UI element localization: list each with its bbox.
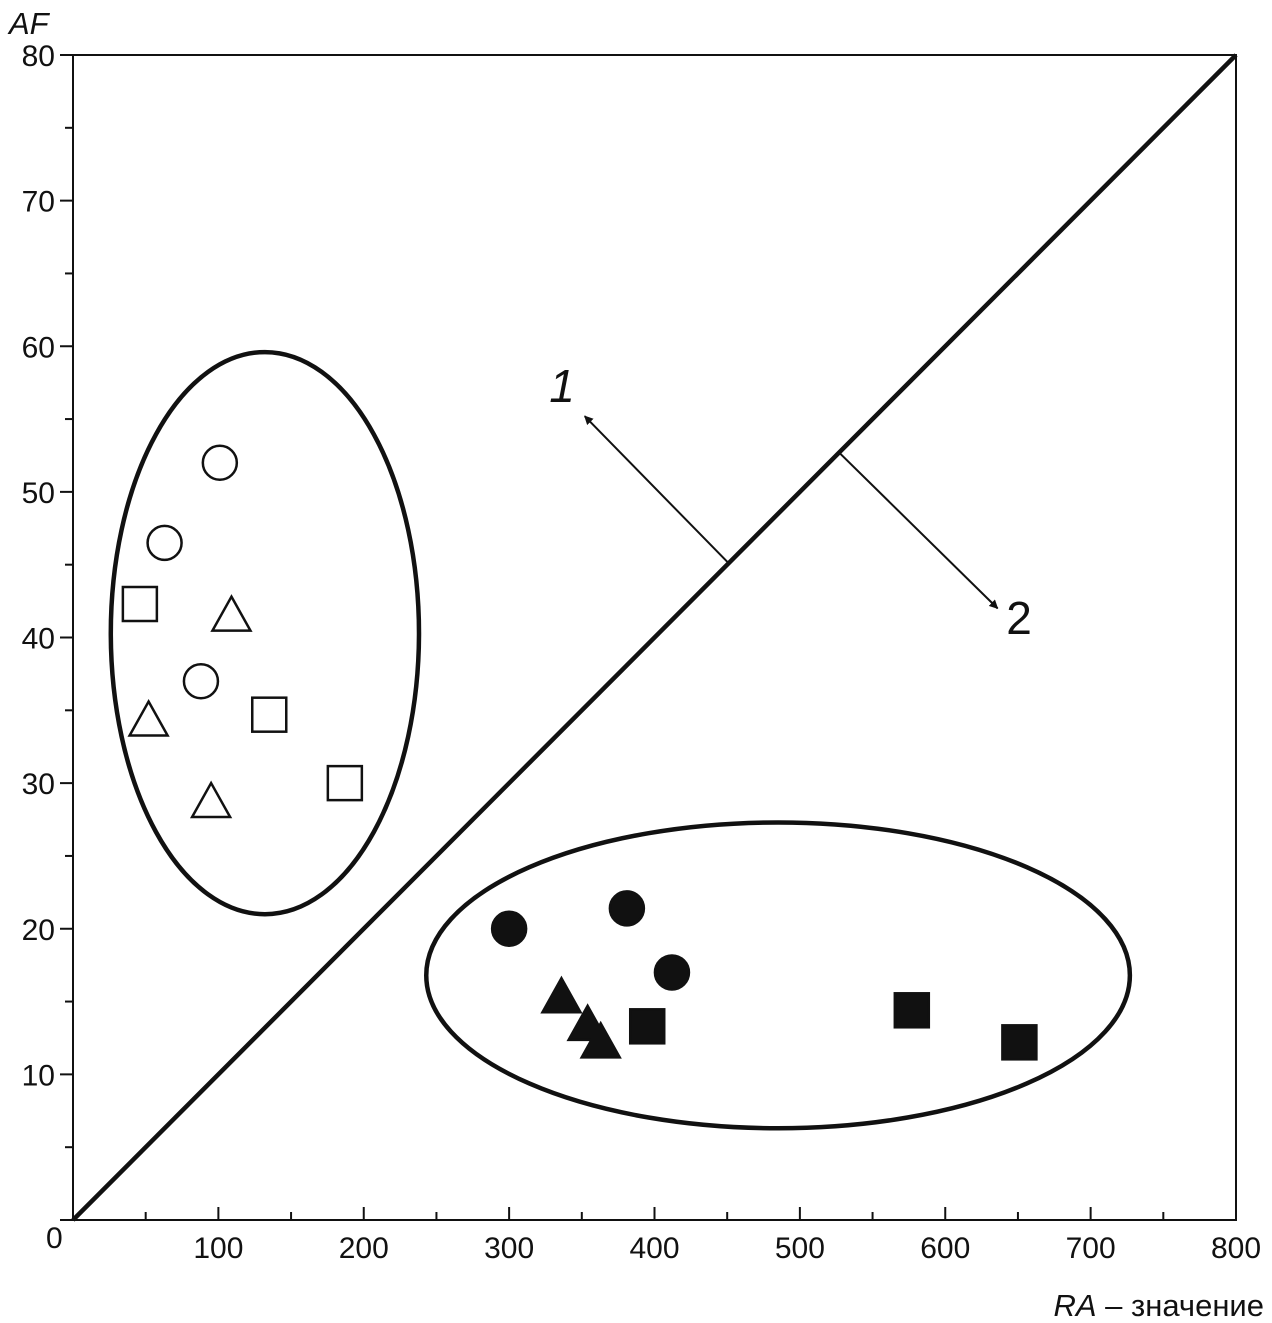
y-tick-label: 30 bbox=[22, 768, 55, 801]
filled-triangle-point bbox=[540, 975, 583, 1014]
x-tick-label: 100 bbox=[193, 1232, 243, 1265]
open-circle-point bbox=[182, 662, 220, 700]
filled-square-point bbox=[1001, 1024, 1038, 1061]
open-square-point bbox=[121, 585, 159, 623]
y-tick-label: 10 bbox=[22, 1059, 55, 1092]
open-circle-point bbox=[146, 524, 183, 562]
filled-circle-point bbox=[653, 954, 691, 991]
filled-circle-point bbox=[490, 910, 528, 947]
filled-circle-point bbox=[608, 890, 646, 927]
x-axis-label-italic: RA bbox=[1053, 1288, 1096, 1323]
y-tick-label: 80 bbox=[22, 40, 55, 73]
x-axis-label: RA – значение bbox=[1053, 1288, 1264, 1323]
x-tick-label: 200 bbox=[339, 1232, 389, 1265]
y-tick-label: 40 bbox=[22, 623, 55, 656]
y-tick-label: 20 bbox=[22, 914, 55, 947]
arrow-2 bbox=[838, 451, 999, 610]
open-square-point bbox=[251, 696, 288, 733]
cluster-ellipse-2 bbox=[424, 820, 1133, 1131]
annotation-1: 1 bbox=[549, 360, 575, 412]
open-square-point bbox=[326, 764, 364, 802]
x-tick-label: 800 bbox=[1211, 1232, 1261, 1265]
x-tick-label: 600 bbox=[920, 1232, 970, 1265]
data-points bbox=[121, 444, 1038, 1061]
x-axis-label-rest: – значение bbox=[1097, 1288, 1264, 1323]
x-tick-label: 700 bbox=[1066, 1232, 1116, 1265]
x-tick-label: 400 bbox=[629, 1232, 679, 1265]
y-tick-label: 70 bbox=[22, 186, 55, 219]
separator-line-group bbox=[71, 53, 1238, 1222]
annotation-2: 2 bbox=[1006, 592, 1032, 644]
y-tick-label: 60 bbox=[22, 331, 55, 364]
arrow-1 bbox=[584, 415, 730, 564]
filled-square-point bbox=[893, 992, 931, 1029]
origin-label: 0 bbox=[46, 1222, 63, 1255]
open-triangle-point bbox=[189, 780, 233, 819]
y-tick-label: 50 bbox=[22, 477, 55, 510]
separator-line bbox=[71, 53, 1238, 1222]
x-tick-label: 300 bbox=[484, 1232, 534, 1265]
y-axis-label: AF bbox=[7, 6, 51, 41]
open-triangle-point bbox=[210, 594, 253, 632]
filled-triangle-point bbox=[579, 1020, 622, 1059]
cluster-ellipses bbox=[108, 349, 1133, 1131]
axis-ticks bbox=[60, 54, 1237, 1221]
filled-square-point bbox=[628, 1008, 666, 1045]
cluster-ellipse-1 bbox=[108, 349, 422, 917]
open-triangle-point bbox=[127, 698, 170, 737]
arrow-annotations bbox=[584, 415, 999, 610]
open-circle-point bbox=[201, 444, 239, 481]
x-tick-label: 500 bbox=[775, 1232, 825, 1265]
